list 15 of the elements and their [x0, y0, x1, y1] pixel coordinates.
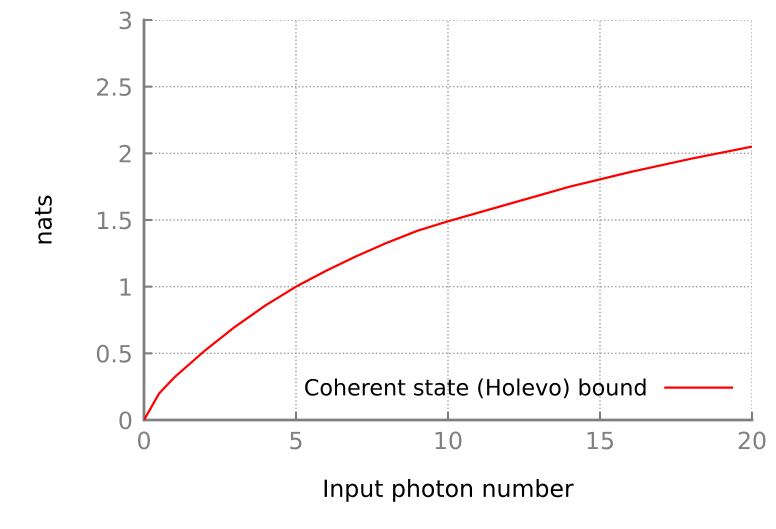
x-tick-label: 10: [436, 432, 462, 450]
y-tick-label: 0.5: [96, 344, 131, 363]
y-axis-title: nats: [34, 196, 52, 244]
x-tick-label: 20: [738, 432, 766, 450]
x-axis-title: Input photon number: [324, 478, 574, 502]
y-tick-label: 1.5: [98, 212, 131, 230]
x-tick-label: 0: [138, 432, 150, 450]
y-tick-label: 0: [119, 411, 132, 430]
y-tick-label: 2.5: [97, 78, 131, 96]
legend-label: Coherent state (Holevo) bound: [305, 378, 646, 398]
y-tick-label: 1: [120, 278, 131, 296]
y-tick-label: 2: [120, 144, 131, 162]
x-tick-label: 5: [290, 432, 302, 450]
y-tick-label: 3: [120, 11, 131, 30]
x-tick-label: 15: [588, 432, 613, 450]
